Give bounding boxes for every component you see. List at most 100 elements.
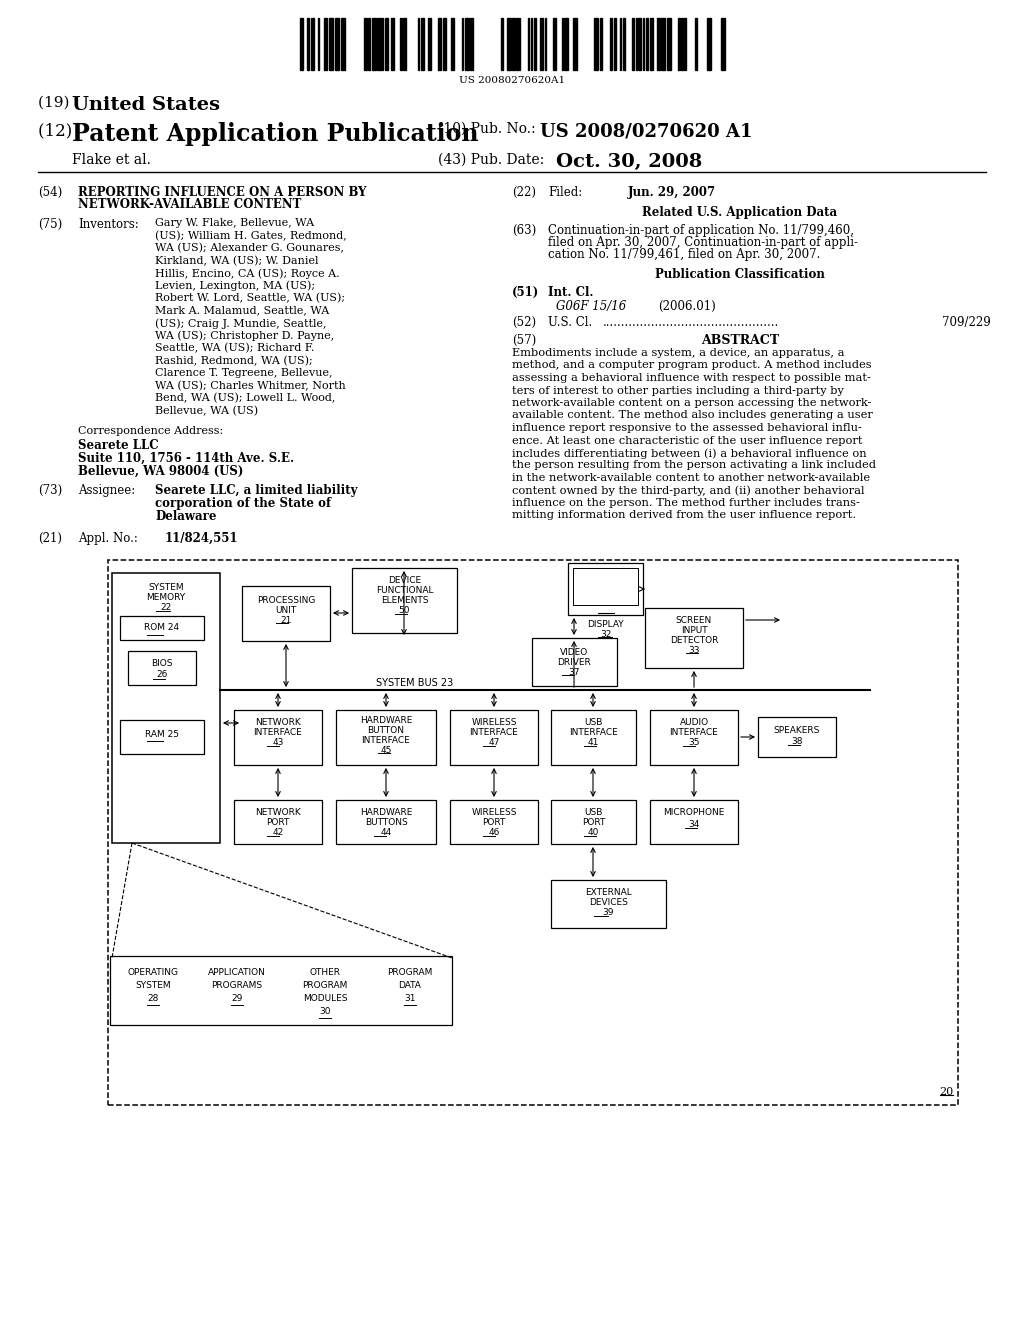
Text: (57): (57) xyxy=(512,334,537,347)
Bar xyxy=(512,18,515,70)
Text: INTERFACE: INTERFACE xyxy=(569,729,617,737)
Text: WA (US); Christopher D. Payne,: WA (US); Christopher D. Payne, xyxy=(155,330,334,341)
Bar xyxy=(721,18,725,70)
Text: REPORTING INFLUENCE ON A PERSON BY: REPORTING INFLUENCE ON A PERSON BY xyxy=(78,186,367,199)
Text: (22): (22) xyxy=(512,186,536,199)
Text: ters of interest to other parties including a third-party by: ters of interest to other parties includ… xyxy=(512,385,844,396)
Text: Bellevue, WA (US): Bellevue, WA (US) xyxy=(155,405,258,416)
Text: influence report responsive to the assessed behavioral influ-: influence report responsive to the asses… xyxy=(512,422,862,433)
Bar xyxy=(568,564,643,615)
Bar xyxy=(391,18,394,70)
Text: Clarence T. Tegreene, Bellevue,: Clarence T. Tegreene, Bellevue, xyxy=(155,368,333,378)
Text: content owned by the third-party, and (ii) another behavioral: content owned by the third-party, and (i… xyxy=(512,486,864,496)
Text: (43) Pub. Date:: (43) Pub. Date: xyxy=(438,153,544,168)
Text: 709/229: 709/229 xyxy=(942,315,991,329)
Bar xyxy=(645,609,743,668)
Text: Int. Cl.: Int. Cl. xyxy=(548,286,594,300)
Text: available content. The method also includes generating a user: available content. The method also inclu… xyxy=(512,411,872,421)
Text: 30: 30 xyxy=(319,1007,331,1016)
Text: WIRELESS: WIRELESS xyxy=(471,718,517,727)
Text: G06F 15/16: G06F 15/16 xyxy=(556,300,627,313)
Bar xyxy=(300,18,303,70)
Text: HARDWARE: HARDWARE xyxy=(359,715,413,725)
Text: SPEAKERS: SPEAKERS xyxy=(774,726,820,735)
Text: 21: 21 xyxy=(281,616,292,624)
Text: 44: 44 xyxy=(380,828,391,837)
Text: DEVICE: DEVICE xyxy=(388,576,421,585)
Bar xyxy=(341,18,345,70)
Bar xyxy=(695,18,697,70)
Bar xyxy=(610,18,612,70)
Bar xyxy=(336,800,436,843)
Bar xyxy=(650,18,653,70)
Bar xyxy=(532,638,617,686)
Text: includes differentiating between (i) a behavioral influence on: includes differentiating between (i) a b… xyxy=(512,447,866,458)
Text: PROCESSING: PROCESSING xyxy=(257,597,315,605)
Text: DRIVER: DRIVER xyxy=(558,657,592,667)
Text: NETWORK: NETWORK xyxy=(255,808,301,817)
Text: RAM 25: RAM 25 xyxy=(145,730,179,739)
Text: (19): (19) xyxy=(38,96,75,110)
Text: Embodiments include a system, a device, an apparatus, a: Embodiments include a system, a device, … xyxy=(512,348,845,358)
Text: INTERFACE: INTERFACE xyxy=(361,737,411,744)
Text: 29: 29 xyxy=(231,994,243,1003)
Bar xyxy=(564,18,568,70)
Text: 11/824,551: 11/824,551 xyxy=(165,532,239,545)
Text: (US); Craig J. Mundie, Seattle,: (US); Craig J. Mundie, Seattle, xyxy=(155,318,327,329)
Text: INPUT: INPUT xyxy=(681,626,708,635)
Bar xyxy=(352,568,457,634)
Bar xyxy=(372,18,376,70)
Text: Related U.S. Application Data: Related U.S. Application Data xyxy=(642,206,838,219)
Text: U.S. Cl.: U.S. Cl. xyxy=(548,315,592,329)
Bar xyxy=(623,18,625,70)
Bar xyxy=(234,800,322,843)
Text: NETWORK-AVAILABLE CONTENT: NETWORK-AVAILABLE CONTENT xyxy=(78,198,301,211)
Text: United States: United States xyxy=(72,96,220,114)
Text: 43: 43 xyxy=(272,738,284,747)
Bar xyxy=(594,18,598,70)
Text: (54): (54) xyxy=(38,186,62,199)
Text: 20: 20 xyxy=(939,1086,953,1097)
Text: Delaware: Delaware xyxy=(155,510,216,523)
Bar xyxy=(573,568,638,605)
Bar xyxy=(377,18,381,70)
Bar xyxy=(758,717,836,756)
Text: Continuation-in-part of application No. 11/799,460,: Continuation-in-part of application No. … xyxy=(548,224,854,238)
Text: 32: 32 xyxy=(600,630,611,639)
Text: network-available content on a person accessing the network-: network-available content on a person ac… xyxy=(512,399,871,408)
Text: (US); William H. Gates, Redmond,: (US); William H. Gates, Redmond, xyxy=(155,231,347,240)
Text: Searete LLC, a limited liability: Searete LLC, a limited liability xyxy=(155,484,357,498)
Bar xyxy=(368,18,370,70)
Text: Flake et al.: Flake et al. xyxy=(72,153,151,168)
Bar xyxy=(364,18,367,70)
Text: HARDWARE: HARDWARE xyxy=(359,808,413,817)
Bar xyxy=(638,18,641,70)
Bar xyxy=(120,616,204,640)
Text: USB: USB xyxy=(585,808,603,817)
Text: Searete LLC: Searete LLC xyxy=(78,440,159,451)
Bar xyxy=(573,18,577,70)
Text: WA (US); Charles Whitmer, North: WA (US); Charles Whitmer, North xyxy=(155,380,346,391)
Bar xyxy=(667,18,671,70)
Bar xyxy=(646,18,648,70)
Text: PORT: PORT xyxy=(482,818,506,828)
Text: OPERATING: OPERATING xyxy=(128,968,178,977)
Bar xyxy=(421,18,424,70)
Text: the person resulting from the person activating a link included: the person resulting from the person act… xyxy=(512,461,876,470)
Bar xyxy=(681,18,683,70)
Bar xyxy=(507,18,511,70)
Bar xyxy=(451,18,454,70)
Text: (21): (21) xyxy=(38,532,62,545)
Bar xyxy=(108,560,958,1105)
Bar xyxy=(470,18,473,70)
Bar xyxy=(110,956,452,1026)
Text: PORT: PORT xyxy=(266,818,290,828)
Text: Bend, WA (US); Lowell L. Wood,: Bend, WA (US); Lowell L. Wood, xyxy=(155,393,336,404)
Bar xyxy=(385,18,388,70)
Text: (12): (12) xyxy=(38,121,78,139)
Text: US 20080270620A1: US 20080270620A1 xyxy=(459,77,565,84)
Text: SYSTEM: SYSTEM xyxy=(148,583,184,591)
Text: Oct. 30, 2008: Oct. 30, 2008 xyxy=(556,153,702,172)
Text: Correspondence Address:: Correspondence Address: xyxy=(78,426,223,436)
Bar xyxy=(534,18,536,70)
